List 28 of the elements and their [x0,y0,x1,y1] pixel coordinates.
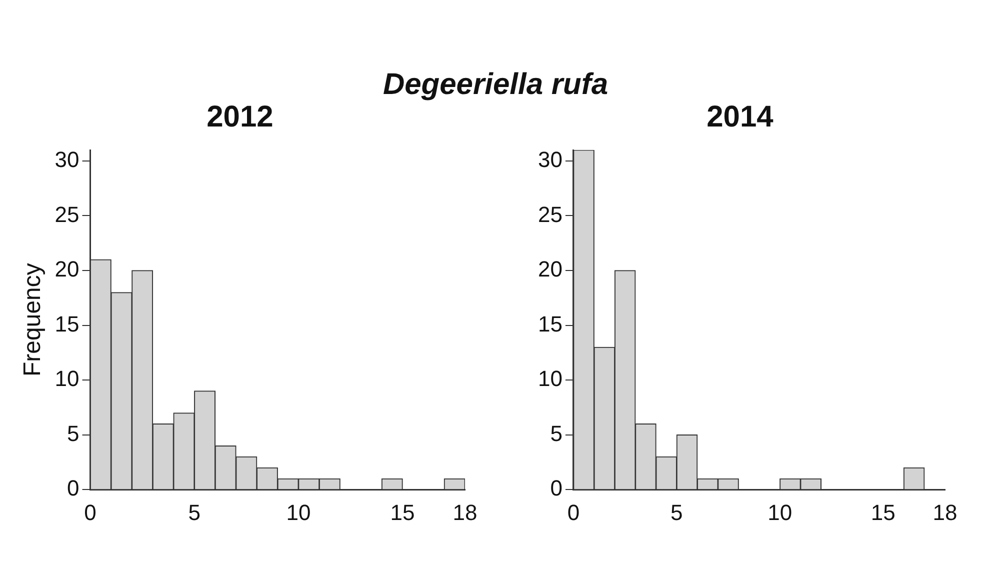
x-tick-label: 15 [390,500,415,525]
chart-subtitle: 2012 [206,100,274,134]
y-axis-title: Frequency [19,263,46,376]
y-tick-label: 30 [538,147,562,172]
y-tick-label: 5 [550,420,562,446]
x-tick-label: 5 [670,500,683,525]
x-tick-label: 0 [84,500,96,525]
chart-subtitle: 2014 [706,100,774,134]
y-tick-label: 25 [538,202,562,227]
y-tick-label: 15 [54,311,80,336]
y-tick-label: 0 [67,476,80,501]
y-tick-label: 10 [538,366,562,392]
y-tick-label: 0 [550,476,562,501]
x-tick-label: 10 [768,500,792,525]
x-tick-label: 18 [452,500,478,525]
y-tick-label: 20 [538,256,562,282]
y-tick-label: 10 [54,366,80,392]
x-tick-label: 15 [870,500,896,525]
x-tick-label: 5 [188,500,200,525]
x-tick-label: 0 [567,500,580,525]
y-tick-label: 15 [538,311,562,336]
chart-title: Degeeriella rufa [382,68,610,102]
x-tick-label: 18 [932,500,958,525]
y-tick-label: 20 [54,256,80,282]
y-tick-label: 5 [67,420,80,446]
y-tick-label: 30 [54,147,80,172]
x-tick-label: 10 [286,500,311,525]
y-tick-label: 25 [54,202,80,227]
